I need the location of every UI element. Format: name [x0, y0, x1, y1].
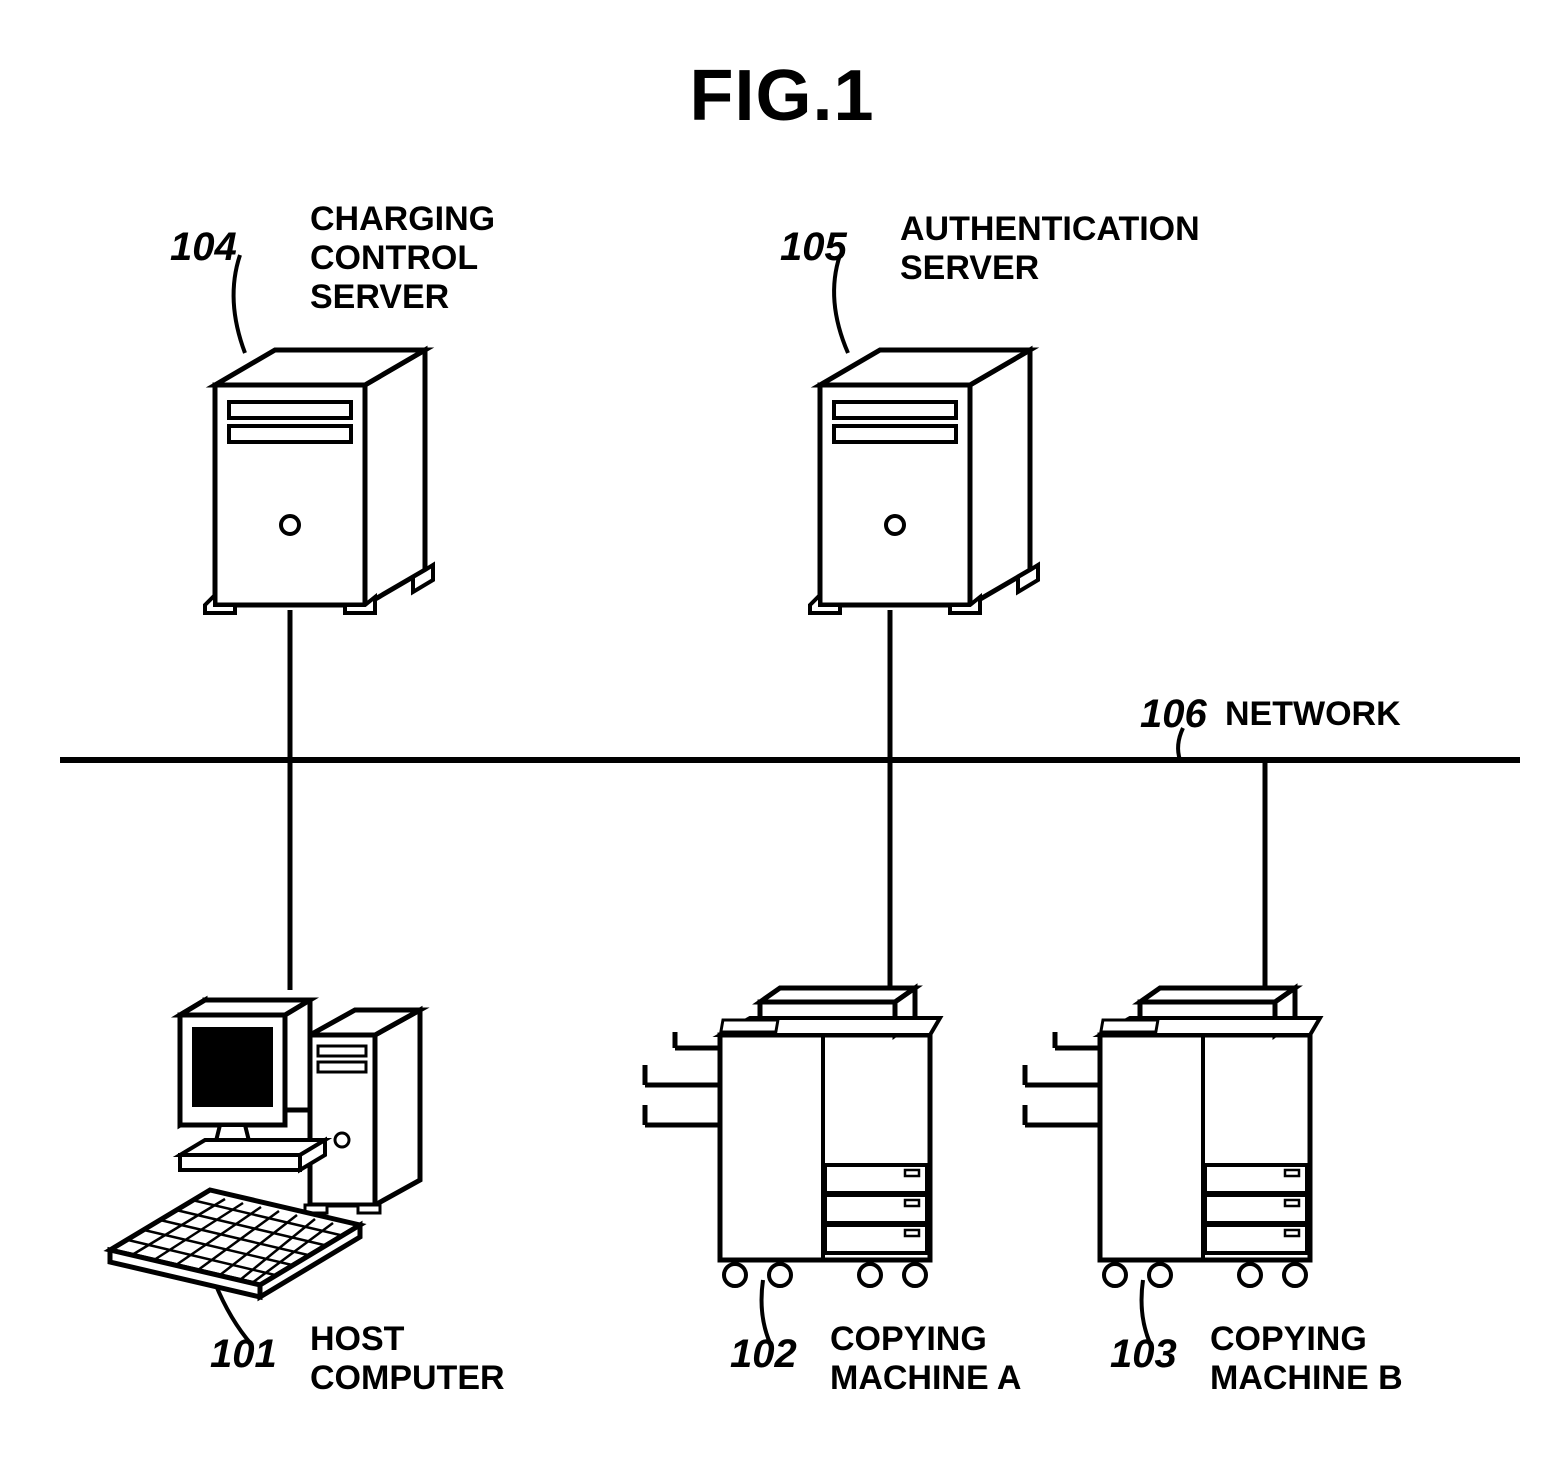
ref-103: 103: [1110, 1332, 1177, 1377]
server-icon-charging: [205, 350, 433, 613]
copier-icon-b: [1025, 988, 1320, 1286]
label-copier-a: COPYING MACHINE A: [830, 1320, 1021, 1398]
ref-106: 106: [1140, 692, 1207, 737]
label-network: NETWORK: [1225, 695, 1401, 734]
label-auth: AUTHENTICATION SERVER: [900, 210, 1200, 288]
pc-icon: [110, 1000, 420, 1297]
label-charging: CHARGING CONTROL SERVER: [310, 200, 495, 317]
ref-101: 101: [210, 1332, 277, 1377]
ref-105: 105: [780, 225, 847, 270]
copier-icon-a: [645, 988, 940, 1286]
label-copier-b: COPYING MACHINE B: [1210, 1320, 1403, 1398]
ref-104: 104: [170, 225, 237, 270]
ref-102: 102: [730, 1332, 797, 1377]
server-icon-auth: [810, 350, 1038, 613]
label-host: HOST COMPUTER: [310, 1320, 505, 1398]
